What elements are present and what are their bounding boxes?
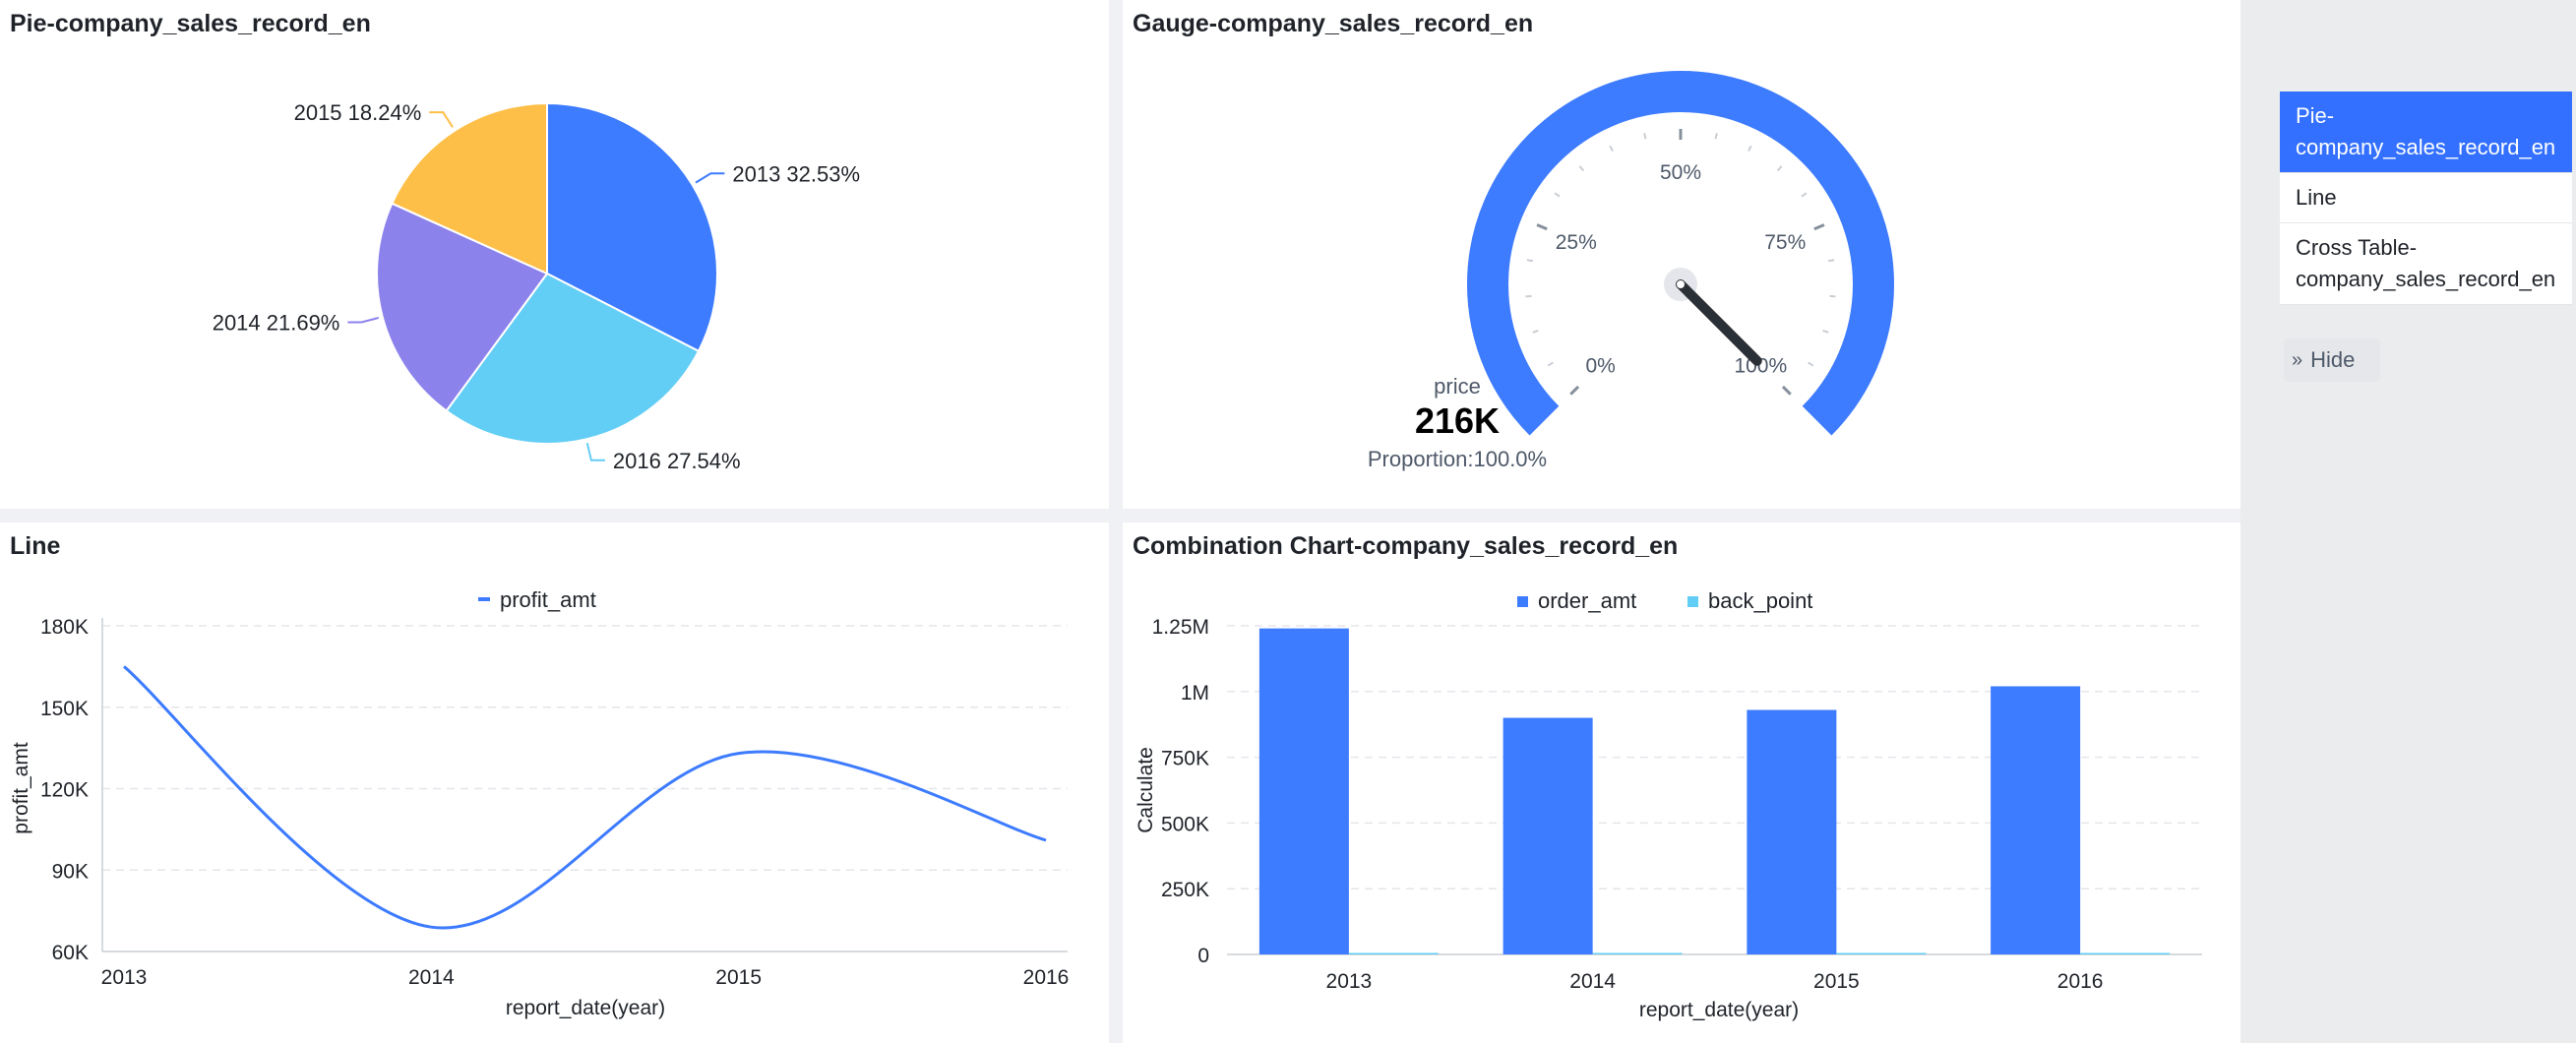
gauge-pivot-dot [1677,280,1685,288]
gauge-tick [1776,165,1783,172]
gauge-tick [1547,361,1554,367]
x-tick-label: 2016 [1023,966,1070,989]
pie-slice [445,272,701,445]
gauge-tick-label: 25% [1556,231,1597,254]
line-panel: Line 60K 90K 120K 150K 180K 2013 2014 2015 2016 p… [0,522,1109,1043]
combo-panel: Combination Chart-company_sales_record_e… [1123,522,2240,1043]
gauge-tick [1813,223,1825,231]
pie-chart: 2013 32.53% 2016 27.54% 2014 21.69% 2015 18… [213,100,860,473]
pie-label-line [429,111,454,128]
gauge-tick [1822,330,1829,334]
y-axis-title: profit_amt [10,742,32,834]
gauge-label: price [1434,374,1481,399]
gauge-tick-label: 0% [1586,354,1616,377]
bar-back-point [1836,952,1927,954]
x-axis-title: report_date(year) [506,997,665,1019]
legend-marker [1687,596,1698,607]
gauge-tick [1536,223,1548,231]
gauge-chart: 0% 25% 50% 75% 100% [1467,71,1894,436]
gauge-tick [1532,330,1539,334]
y-tick-label: 1.25M [1152,616,1209,639]
bar-back-point [1348,952,1439,954]
y-tick-label: 90K [52,860,89,883]
pie-slice-label: 2013 32.53% [732,161,860,186]
gauge-tick-label: 75% [1764,231,1806,254]
x-tick-label: 2016 [2057,970,2104,993]
line-panel-title: Line [10,532,61,560]
y-tick-label: 120K [40,779,89,802]
y-tick-label: 250K [1161,879,1209,901]
bar-order-amt [1747,709,1837,954]
nav-item-pie[interactable]: Pie-company_sales_record_en [2280,92,2572,173]
gauge-tick [1827,259,1835,263]
pie-label-line [347,316,380,324]
chart-navigator-sidebar: Pie-company_sales_record_en Line Cross T… [2240,0,2576,1043]
y-tick-label: 60K [52,942,89,964]
legend-label: profit_amt [500,587,596,612]
gauge-panel-title: Gauge-company_sales_record_en [1133,10,1534,37]
pie-label-line [695,172,725,184]
x-tick-label: 2014 [1569,970,1616,993]
bar-back-point [2080,952,2171,954]
gauge-value: 216K [1414,400,1501,441]
nav-item-cross-table[interactable]: Cross Table-company_sales_record_en [2280,223,2572,305]
legend-marker [478,597,490,601]
y-axis-title: Calculate [1135,747,1157,833]
gauge-proportion: Proportion:100.0% [1367,447,1548,471]
legend-label: back_point [1708,588,1812,613]
gauge-needle [1676,279,1762,366]
pie-label-line [585,443,605,461]
gauge-progress-arc [1467,71,1894,436]
pie-panel-title: Pie-company_sales_record_en [10,10,371,37]
pie-slice [546,101,718,353]
bar-order-amt [1258,628,1349,954]
gauge-tick [1714,133,1718,140]
legend-label: order_amt [1538,588,1636,613]
pie-slice-label: 2015 18.24% [294,100,422,125]
bar-order-amt [1503,717,1593,954]
pie-panel: Pie-company_sales_record_en 2013 32.53% 2… [0,0,1109,509]
bar-back-point [1592,952,1683,954]
gauge-tick [1569,385,1580,396]
y-tick-label: 750K [1161,748,1209,770]
navigator-list: Pie-company_sales_record_en Line Cross T… [2280,92,2572,305]
gauge-tick [1781,385,1792,396]
x-tick-label: 2015 [1813,970,1860,993]
hide-button[interactable]: » Hide [2284,338,2380,382]
combo-chart: 0 250K 500K 750K 1M 1.25M 2013 2014 2015 2016 orde… [1135,588,2202,1021]
x-tick-label: 2013 [101,966,148,989]
series-line-profit-amt [123,665,1047,930]
hide-label: Hide [2310,347,2356,372]
gauge-tick [1578,165,1585,172]
y-tick-label: 500K [1161,813,1209,835]
gauge-tick [1554,192,1561,198]
legend-marker [1517,596,1528,607]
x-tick-label: 2015 [715,966,762,989]
gauge-tick [1526,259,1534,263]
x-tick-label: 2014 [408,966,455,989]
y-tick-label: 0 [1197,945,1209,967]
gauge-tick [1643,133,1647,140]
y-tick-label: 180K [40,616,89,639]
x-axis-title: report_date(year) [1639,999,1799,1021]
gauge-tick [1801,192,1808,198]
double-chevron-right-icon: » [2292,349,2303,371]
line-chart: 60K 90K 120K 150K 180K 2013 2014 2015 2016 profit… [10,587,1070,1019]
pie-slice [391,101,548,276]
gauge-tick [1748,145,1752,153]
gauge-tick [1609,145,1614,153]
combo-panel-title: Combination Chart-company_sales_record_e… [1133,532,1679,560]
pie-slice-label: 2016 27.54% [613,449,741,473]
gauge-tick-label: 100% [1734,354,1787,377]
x-tick-label: 2013 [1326,970,1373,993]
nav-item-line[interactable]: Line [2280,173,2572,223]
gauge-panel: Gauge-company_sales_record_en 0% 25% 50% 75… [1123,0,2240,509]
bar-order-amt [1991,686,2081,954]
pie-slice-label: 2014 21.69% [213,311,340,336]
y-tick-label: 1M [1181,682,1209,705]
y-tick-label: 150K [40,698,89,720]
gauge-tick [1808,361,1814,367]
gauge-tick-label: 50% [1660,161,1701,184]
